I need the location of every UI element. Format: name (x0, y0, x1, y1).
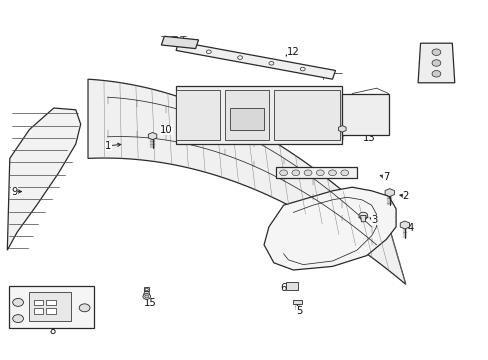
Circle shape (13, 315, 23, 323)
Circle shape (358, 212, 367, 219)
Polygon shape (144, 287, 149, 292)
Circle shape (144, 295, 148, 298)
Polygon shape (176, 86, 342, 144)
Circle shape (145, 288, 148, 291)
Text: 15: 15 (144, 298, 157, 308)
Circle shape (316, 170, 324, 176)
Polygon shape (46, 300, 56, 305)
Polygon shape (34, 300, 43, 305)
Polygon shape (417, 43, 454, 83)
Polygon shape (143, 292, 149, 294)
Circle shape (304, 170, 311, 176)
Text: 8: 8 (50, 326, 56, 336)
Text: 9: 9 (11, 186, 18, 197)
Text: 7: 7 (382, 172, 389, 182)
Polygon shape (34, 308, 43, 314)
Polygon shape (7, 108, 81, 250)
Text: 10: 10 (160, 125, 172, 135)
Polygon shape (342, 94, 388, 135)
Polygon shape (360, 215, 365, 222)
Text: 4: 4 (407, 222, 413, 233)
Text: 5: 5 (295, 306, 302, 316)
Polygon shape (29, 292, 71, 321)
Circle shape (431, 60, 440, 66)
Text: 1: 1 (105, 141, 112, 151)
Polygon shape (264, 187, 395, 270)
Polygon shape (276, 167, 356, 178)
Text: 14: 14 (430, 45, 443, 55)
Text: 3: 3 (370, 215, 376, 225)
Polygon shape (229, 108, 264, 130)
Polygon shape (285, 282, 298, 290)
Text: 2: 2 (402, 191, 408, 201)
Circle shape (79, 304, 90, 312)
Polygon shape (88, 79, 405, 284)
Circle shape (340, 170, 348, 176)
Circle shape (431, 71, 440, 77)
Polygon shape (161, 36, 198, 49)
Polygon shape (224, 90, 268, 140)
Circle shape (13, 298, 23, 306)
Circle shape (431, 49, 440, 55)
Polygon shape (176, 90, 220, 140)
Polygon shape (338, 126, 346, 132)
Circle shape (279, 170, 287, 176)
Polygon shape (9, 286, 94, 328)
Text: 12: 12 (286, 47, 299, 57)
Polygon shape (46, 308, 56, 314)
Polygon shape (399, 221, 409, 229)
Circle shape (328, 170, 336, 176)
Circle shape (291, 170, 299, 176)
Text: 13: 13 (362, 132, 375, 143)
Polygon shape (292, 300, 301, 304)
Polygon shape (176, 42, 335, 79)
Text: 11: 11 (208, 135, 221, 145)
Circle shape (142, 294, 150, 299)
Polygon shape (384, 189, 394, 197)
Polygon shape (273, 90, 339, 140)
Polygon shape (148, 132, 157, 140)
Text: 6: 6 (280, 283, 286, 293)
